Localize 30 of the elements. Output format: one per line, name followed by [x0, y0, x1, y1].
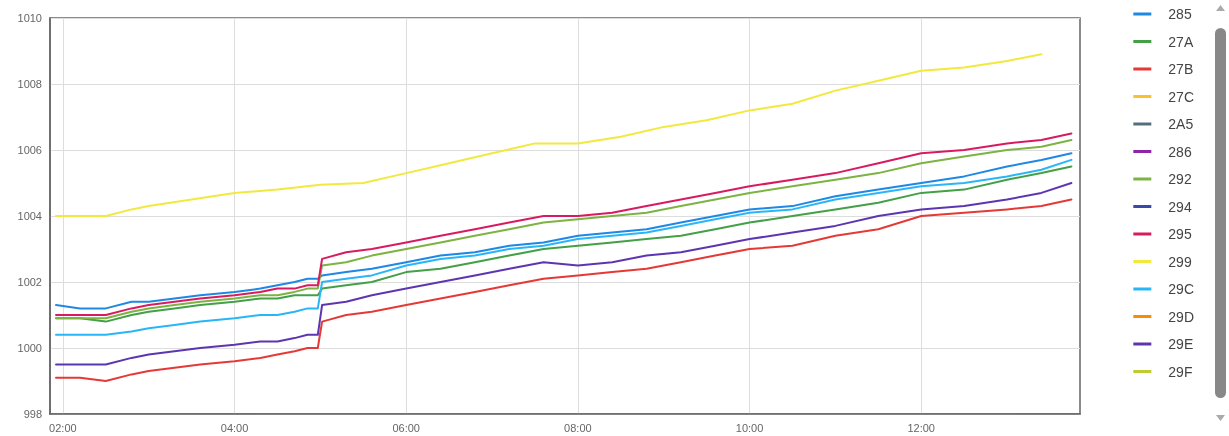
- legend-label: 29D: [1168, 308, 1194, 325]
- x-tick-label: 02:00: [49, 421, 77, 434]
- y-tick-label: 1006: [17, 144, 42, 156]
- x-tick-label: 08:00: [564, 421, 592, 434]
- y-tick-label: 1000: [17, 342, 42, 354]
- legend-label: 27A: [1168, 33, 1194, 50]
- x-tick-label: 10:00: [735, 421, 764, 434]
- y-tick-label: 1004: [17, 210, 42, 222]
- legend-label: 29F: [1168, 363, 1193, 380]
- line-series: [55, 182, 1073, 366]
- x-tick-label: 04:00: [220, 421, 249, 434]
- legend-label: 29C: [1168, 281, 1194, 297]
- line-series: [55, 53, 1043, 217]
- x-tick-label: 06:00: [392, 421, 420, 434]
- x-tick-label: 12:00: [907, 421, 935, 434]
- legend-label: 27C: [1168, 88, 1194, 105]
- legend-label: 285: [1168, 6, 1192, 22]
- line-series: [55, 198, 1073, 382]
- y-tick-label: 1002: [17, 276, 42, 288]
- y-tick-label: 1008: [17, 78, 42, 90]
- legend-label: 294: [1168, 198, 1192, 215]
- legend-label: 2A5: [1168, 116, 1194, 132]
- y-tick-label: 1010: [17, 12, 42, 24]
- legend-label: 292: [1168, 171, 1192, 187]
- y-tick-label: 998: [23, 408, 42, 420]
- legend-label: 295: [1168, 226, 1192, 242]
- legend-label: 299: [1168, 253, 1192, 270]
- legend-label: 29E: [1168, 336, 1194, 352]
- legend-label: 27B: [1168, 61, 1194, 77]
- legend-label: 286: [1168, 143, 1192, 160]
